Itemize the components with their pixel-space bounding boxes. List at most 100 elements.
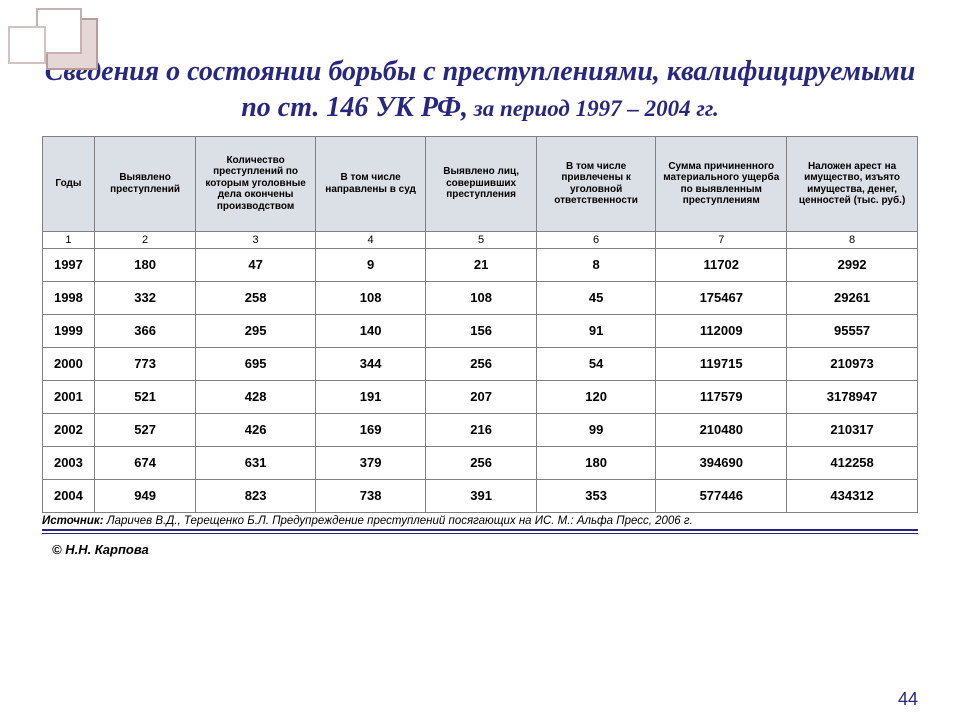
cell: 191 — [315, 380, 426, 413]
col-num: 6 — [536, 231, 656, 248]
table-row: 1997180479218117022992 — [43, 248, 918, 281]
cell: 391 — [426, 479, 537, 512]
table-header: Годы Выявлено преступлений Количество пр… — [43, 136, 918, 248]
col-num: 2 — [94, 231, 195, 248]
cell: 256 — [426, 347, 537, 380]
cell: 2003 — [43, 446, 95, 479]
table-row: 2003674631379256180394690412258 — [43, 446, 918, 479]
cell: 47 — [196, 248, 316, 281]
cell: 210317 — [787, 413, 918, 446]
cell: 949 — [94, 479, 195, 512]
cell: 2001 — [43, 380, 95, 413]
cell: 29261 — [787, 281, 918, 314]
cell: 379 — [315, 446, 426, 479]
col-header: Выявлено лиц, совершивших преступления — [426, 136, 537, 231]
cell: 9 — [315, 248, 426, 281]
cell: 434312 — [787, 479, 918, 512]
col-header: Количество преступлений по которым уголо… — [196, 136, 316, 231]
cell: 332 — [94, 281, 195, 314]
table-row: 20015214281912071201175793178947 — [43, 380, 918, 413]
cell: 353 — [536, 479, 656, 512]
col-num: 1 — [43, 231, 95, 248]
cell: 108 — [315, 281, 426, 314]
col-num: 5 — [426, 231, 537, 248]
table-row: 2004949823738391353577446434312 — [43, 479, 918, 512]
cell: 258 — [196, 281, 316, 314]
cell: 428 — [196, 380, 316, 413]
cell: 108 — [426, 281, 537, 314]
cell: 112009 — [656, 314, 787, 347]
cell: 156 — [426, 314, 537, 347]
cell: 823 — [196, 479, 316, 512]
data-table: Годы Выявлено преступлений Количество пр… — [42, 136, 918, 513]
source-label: Источник: — [42, 515, 104, 527]
table-row: 19993662951401569111200995557 — [43, 314, 918, 347]
copyright: © Н.Н. Карпова — [42, 542, 918, 557]
corner-decoration — [8, 8, 118, 80]
col-header: Сумма причиненного материального ущерба … — [656, 136, 787, 231]
column-number-row: 1 2 3 4 5 6 7 8 — [43, 231, 918, 248]
cell: 1999 — [43, 314, 95, 347]
cell: 394690 — [656, 446, 787, 479]
cell: 738 — [315, 479, 426, 512]
col-num: 8 — [787, 231, 918, 248]
cell: 119715 — [656, 347, 787, 380]
col-header: Выявлено преступлений — [94, 136, 195, 231]
cell: 207 — [426, 380, 537, 413]
source-citation: Источник: Ларичев В.Д., Терещенко Б.Л. П… — [42, 515, 918, 527]
page-number: 44 — [898, 689, 918, 710]
table-body: 1997180479218117022992199833225810810845… — [43, 248, 918, 512]
cell: 2992 — [787, 248, 918, 281]
cell: 695 — [196, 347, 316, 380]
cell: 180 — [94, 248, 195, 281]
cell: 295 — [196, 314, 316, 347]
divider — [42, 529, 918, 534]
cell: 2002 — [43, 413, 95, 446]
cell: 2004 — [43, 479, 95, 512]
cell: 527 — [94, 413, 195, 446]
cell: 45 — [536, 281, 656, 314]
col-num: 7 — [656, 231, 787, 248]
table-row: 200252742616921699210480210317 — [43, 413, 918, 446]
col-header: В том числе направлены в суд — [315, 136, 426, 231]
table-row: 200077369534425654119715210973 — [43, 347, 918, 380]
cell: 773 — [94, 347, 195, 380]
cell: 216 — [426, 413, 537, 446]
cell: 3178947 — [787, 380, 918, 413]
cell: 412258 — [787, 446, 918, 479]
col-header: Наложен арест на имущество, изъято имуще… — [787, 136, 918, 231]
cell: 2000 — [43, 347, 95, 380]
col-num: 4 — [315, 231, 426, 248]
col-header: Годы — [43, 136, 95, 231]
cell: 631 — [196, 446, 316, 479]
cell: 521 — [94, 380, 195, 413]
col-num: 3 — [196, 231, 316, 248]
cell: 577446 — [656, 479, 787, 512]
cell: 256 — [426, 446, 537, 479]
cell: 95557 — [787, 314, 918, 347]
cell: 21 — [426, 248, 537, 281]
table-row: 19983322581081084517546729261 — [43, 281, 918, 314]
slide-content: Сведения о состоянии борьбы с преступлен… — [0, 0, 960, 557]
cell: 344 — [315, 347, 426, 380]
slide-title: Сведения о состоянии борьбы с преступлен… — [42, 54, 918, 126]
cell: 11702 — [656, 248, 787, 281]
cell: 1997 — [43, 248, 95, 281]
cell: 91 — [536, 314, 656, 347]
cell: 210973 — [787, 347, 918, 380]
cell: 366 — [94, 314, 195, 347]
cell: 175467 — [656, 281, 787, 314]
cell: 120 — [536, 380, 656, 413]
cell: 180 — [536, 446, 656, 479]
cell: 99 — [536, 413, 656, 446]
col-header: В том числе привлечены к уголовной ответ… — [536, 136, 656, 231]
cell: 210480 — [656, 413, 787, 446]
cell: 169 — [315, 413, 426, 446]
cell: 1998 — [43, 281, 95, 314]
cell: 426 — [196, 413, 316, 446]
cell: 117579 — [656, 380, 787, 413]
cell: 8 — [536, 248, 656, 281]
cell: 54 — [536, 347, 656, 380]
header-row: Годы Выявлено преступлений Количество пр… — [43, 136, 918, 231]
cell: 674 — [94, 446, 195, 479]
